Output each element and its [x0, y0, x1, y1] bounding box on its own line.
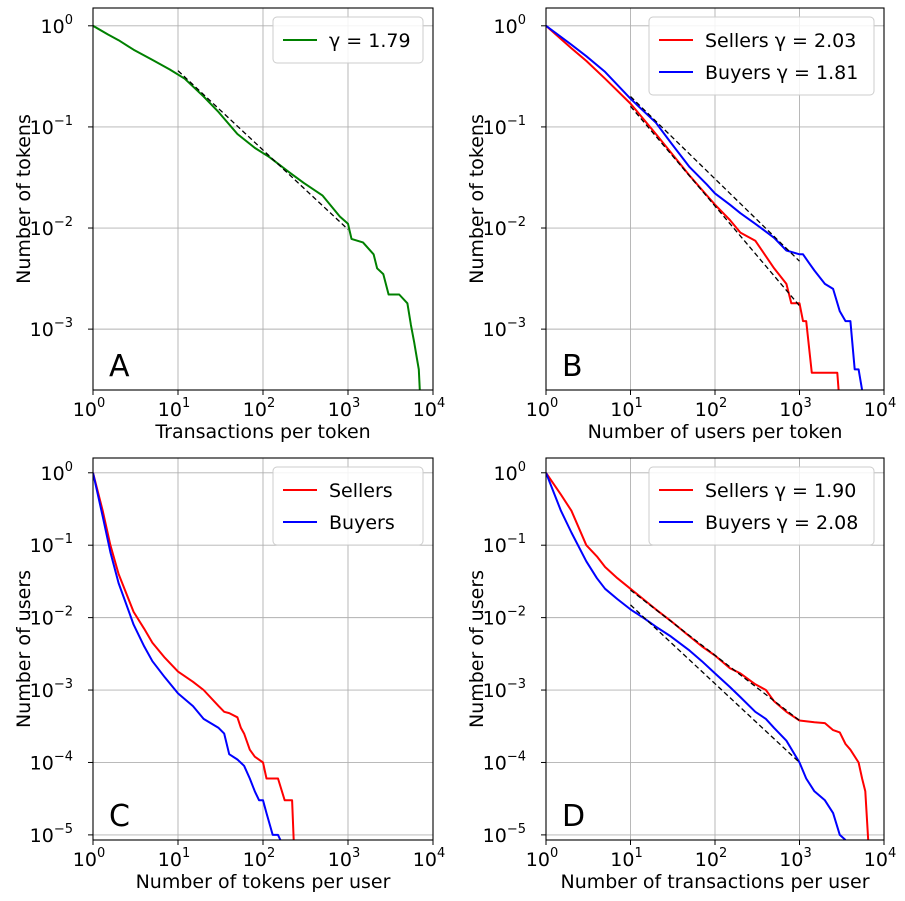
y-tick-label: 10−3: [30, 316, 73, 341]
x-tick-label: 104: [864, 846, 896, 871]
legend-label: Buyers γ = 1.81: [705, 62, 858, 84]
legend-label: Sellers: [329, 480, 393, 502]
x-tick-label: 103: [779, 396, 811, 421]
x-tick-label: 101: [610, 846, 642, 871]
fit-line: [630, 105, 800, 307]
series-group: [93, 24, 421, 390]
fit-line: [630, 96, 800, 262]
x-tick-label: 103: [779, 846, 811, 871]
x-tick-label: 102: [695, 846, 727, 871]
series-line-blue: [546, 472, 847, 840]
fit-line: [630, 604, 800, 763]
y-tick-label: 10−2: [30, 215, 73, 240]
x-tick-label: 101: [158, 846, 190, 871]
legend: γ = 1.79: [272, 16, 424, 64]
panel-letter: C: [109, 799, 130, 834]
x-axis-label: Transactions per token: [154, 421, 370, 443]
x-tick-label: 100: [73, 396, 105, 421]
y-axis-label: Number of users: [466, 570, 488, 728]
panels-root: 100 101 102 103 104 10−3 10−2 10−1 100 Transactio…: [13, 7, 896, 893]
series-line-green: [93, 24, 421, 390]
y-tick-label: 10−2: [30, 605, 73, 630]
legend-label: Buyers γ = 2.08: [705, 512, 858, 534]
y-tick-label: 10−2: [483, 605, 526, 630]
y-tick-label: 10−3: [483, 316, 526, 341]
x-tick-label: 103: [328, 846, 360, 871]
legend-label: Buyers: [329, 512, 395, 534]
y-tick-label: 10−2: [483, 215, 526, 240]
fit-line: [177, 70, 349, 230]
legend-label: Sellers γ = 2.03: [705, 30, 856, 52]
series-group: [546, 472, 870, 840]
legend: Sellers γ = 1.90 Buyers γ = 2.08: [648, 466, 875, 546]
y-tick-label: 100: [494, 13, 526, 38]
fit-line: [630, 589, 800, 722]
x-tick-label: 100: [526, 846, 558, 871]
x-tick-label: 104: [864, 396, 896, 421]
y-tick-label: 10−4: [483, 749, 526, 774]
x-tick-label: 102: [243, 846, 275, 871]
legend-box: [272, 466, 424, 546]
series-line-red: [546, 25, 840, 390]
series-line-blue: [93, 472, 282, 840]
legend-box: [272, 16, 424, 64]
x-tick-label: 100: [73, 846, 105, 871]
legend-label: Sellers γ = 1.90: [705, 480, 856, 502]
y-tick-label: 10−3: [483, 677, 526, 702]
x-axis-label: Number of tokens per user: [136, 871, 391, 893]
y-tick-label: 10−1: [30, 114, 73, 139]
series-group: [546, 24, 864, 390]
panel-a: 100 101 102 103 104 10−3 10−2 10−1 100 Transactio…: [13, 7, 445, 443]
y-axis-label: Number of tokens: [13, 114, 35, 284]
x-tick-label: 102: [695, 396, 727, 421]
panel-letter: D: [562, 799, 585, 834]
y-axis-label: Number of tokens: [466, 114, 488, 284]
y-tick-label: 10−5: [483, 822, 526, 847]
series-group: [93, 472, 295, 840]
legend: Sellers Buyers: [272, 466, 424, 546]
y-axis-label: Number of users: [13, 570, 35, 728]
x-tick-label: 100: [526, 396, 558, 421]
series-line-red: [93, 472, 295, 840]
x-tick-label: 102: [243, 396, 275, 421]
legend-box: [648, 466, 875, 546]
y-tick-label: 10−4: [30, 749, 73, 774]
series-line-red: [546, 472, 870, 840]
y-tick-label: 10−5: [30, 822, 73, 847]
y-tick-label: 10−1: [483, 532, 526, 557]
x-tick-label: 104: [413, 396, 445, 421]
series-line-blue: [546, 24, 864, 390]
x-tick-label: 103: [328, 396, 360, 421]
legend-label: γ = 1.79: [329, 30, 411, 52]
y-tick-label: 100: [41, 13, 73, 38]
panel-c: 100 101 102 103 104 10−5 10−4 10−3 10−2 10−1 100 Nu…: [13, 457, 445, 893]
panel-letter: A: [109, 349, 130, 384]
legend: Sellers γ = 2.03 Buyers γ = 1.81: [648, 16, 875, 96]
panel-d: 100 101 102 103 10410−510−410−310−210−1100Nu…: [466, 457, 896, 893]
grid: [92, 8, 434, 390]
legend-box: [648, 16, 875, 96]
x-tick-label: 104: [413, 846, 445, 871]
y-tick-label: 10−3: [30, 677, 73, 702]
y-tick-label: 10−1: [483, 114, 526, 139]
x-tick-label: 101: [610, 396, 642, 421]
x-tick-label: 101: [158, 396, 190, 421]
x-axis-label: Number of users per token: [588, 421, 843, 443]
panel-b: 100 101 102 103 104 10−3 10−2 10−1 100 Number of …: [466, 7, 896, 443]
panel-letter: B: [562, 349, 583, 384]
x-axis-label: Number of transactions per user: [560, 871, 869, 893]
y-tick-label: 100: [494, 460, 526, 485]
y-tick-label: 10−1: [30, 532, 73, 557]
y-tick-label: 100: [41, 460, 73, 485]
